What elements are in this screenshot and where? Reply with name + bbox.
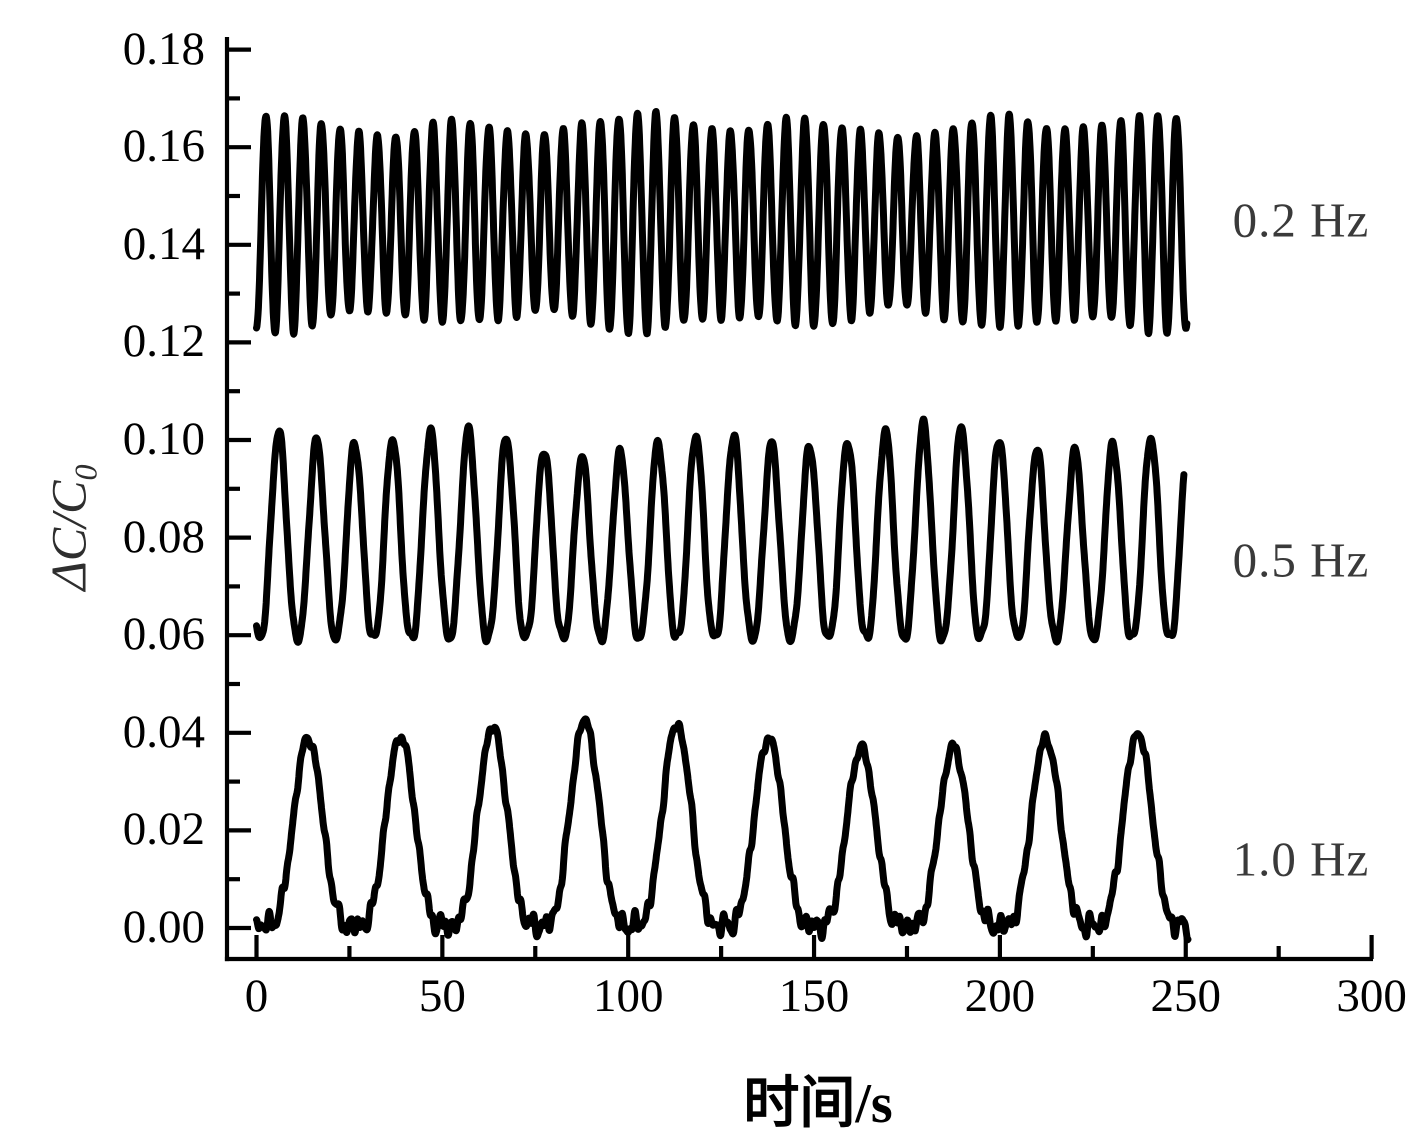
x-tick-label: 150 [778,970,850,1022]
y-tick-label: 0.12 [122,315,205,368]
y-tick-label: 0.04 [122,705,205,758]
trace-1.0-hz [253,715,1192,944]
series-annotation: 1.0 Hz [1232,831,1370,887]
x-tick-label: 300 [1336,970,1407,1022]
y-tick-label: 0.14 [122,217,205,270]
y-tick-label: 0.06 [122,608,205,661]
x-tick-label: 0 [244,970,269,1022]
y-axis-title-subscript: 0 [67,464,104,481]
y-tick-label: 0.00 [122,901,205,953]
x-tick-label: 50 [418,970,466,1022]
x-tick-label: 250 [1150,970,1222,1022]
y-tick-label: 0.16 [122,120,205,173]
series-annotation: 0.5 Hz [1232,532,1370,588]
y-axis-title-main: ΔC/C [40,480,97,591]
x-tick-label: 100 [592,970,664,1022]
y-axis-title: ΔC/C0 [40,378,105,678]
y-tick-label: 0.18 [122,22,205,75]
y-tick-label: 0.08 [122,510,205,563]
y-tick-label: 0.02 [122,803,205,856]
series-annotation: 0.2 Hz [1232,192,1370,248]
y-tick-label: 0.10 [122,413,205,465]
x-tick-label: 200 [964,970,1036,1022]
trace-0.2-hz [253,108,1191,338]
x-axis-title: 时间/s [743,1073,893,1135]
trace-0.5-hz [253,415,1188,646]
